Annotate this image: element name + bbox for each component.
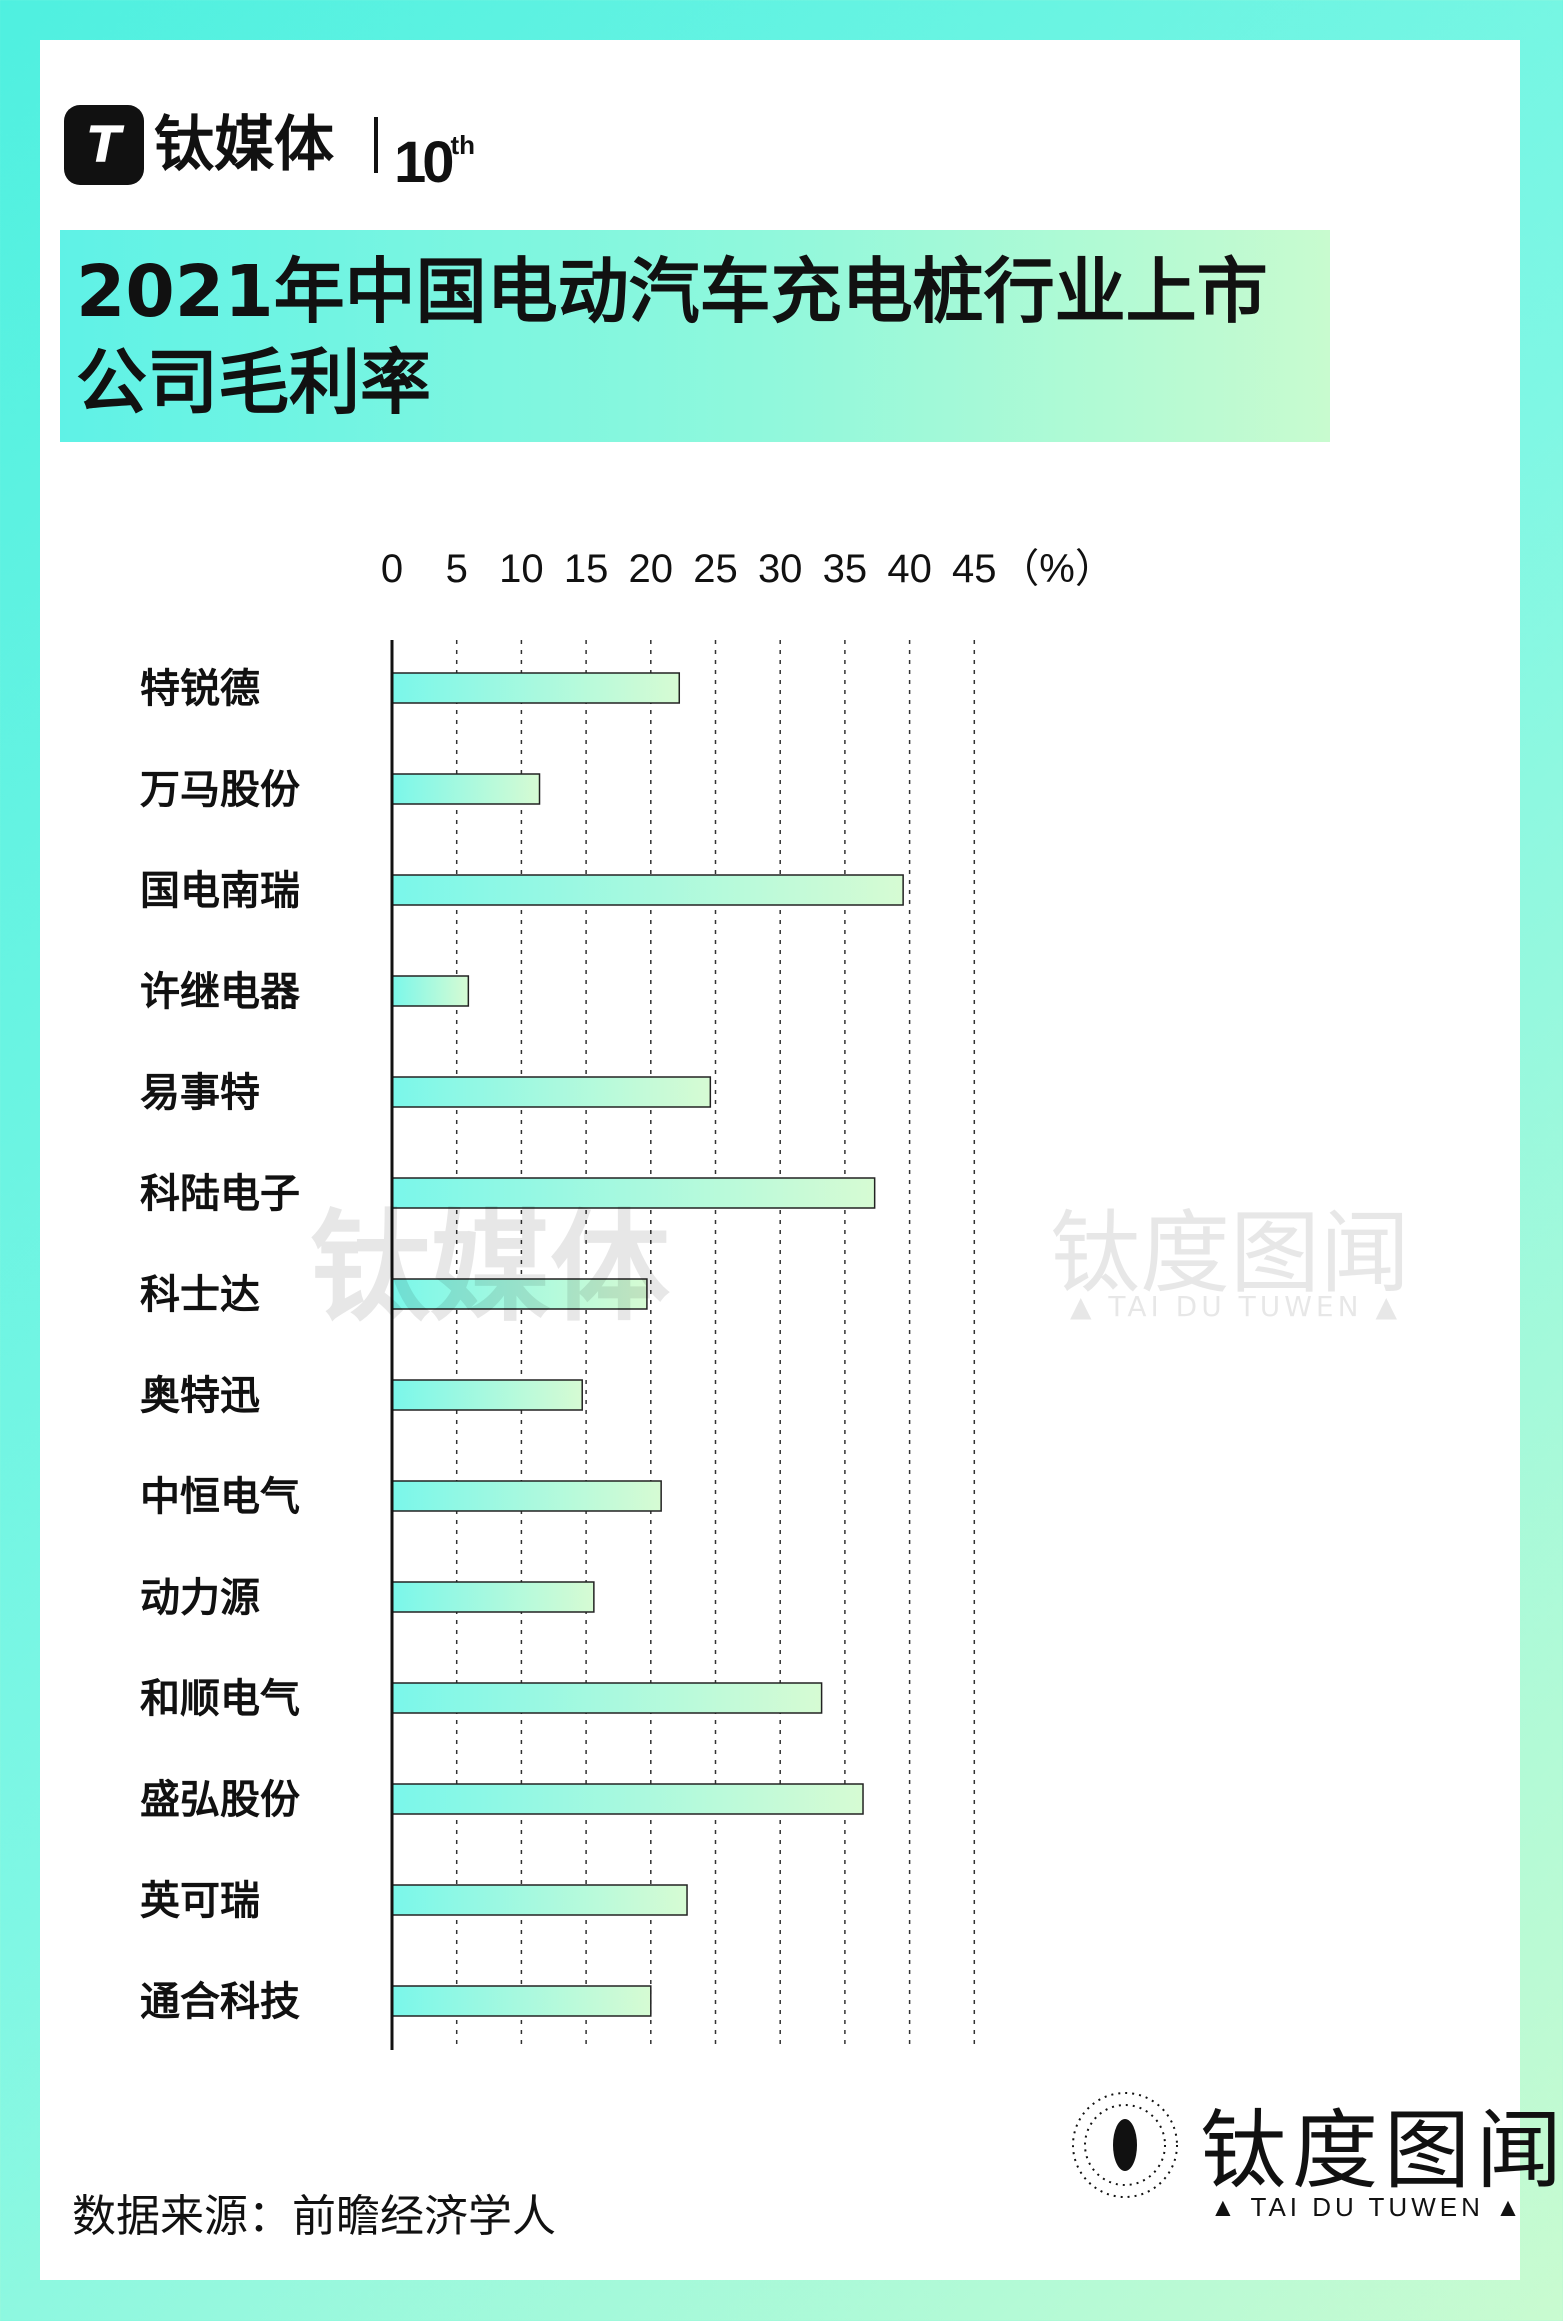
x-tick-label: 40 xyxy=(887,547,932,591)
category-label: 奥特迅 xyxy=(140,1373,260,1419)
brand-divider xyxy=(374,117,378,173)
footer-brand: 钛度图闻 ▲ TAI DU TUWEN ▲ xyxy=(1070,2070,1562,2250)
category-label: 盛弘股份 xyxy=(140,1777,300,1823)
poster-card: T 钛媒体 10th 2021年中国电动汽车充电桩行业上市公司毛利率 0 5 10 1… xyxy=(40,40,1562,2280)
x-tick-label: 45 xyxy=(952,547,997,591)
anniversary-suffix: th xyxy=(450,130,476,160)
bar xyxy=(391,1985,652,2017)
x-tick-label: 20 xyxy=(629,547,674,591)
category-label: 易事特 xyxy=(140,1070,260,1116)
footer-brand-name: 钛度图闻 xyxy=(1200,2101,1563,2201)
category-label: 中恒电气 xyxy=(140,1474,300,1520)
x-tick-label: 0 xyxy=(381,547,403,591)
anniversary-number: 10 xyxy=(394,130,454,195)
category-label: 特锐德 xyxy=(140,666,260,712)
category-label: 英可瑞 xyxy=(140,1878,260,1924)
x-tick-label: 15 xyxy=(564,547,609,591)
bar xyxy=(391,1278,648,1310)
category-label: 通合科技 xyxy=(140,1979,300,2025)
chart-title: 2021年中国电动汽车充电桩行业上市公司毛利率 xyxy=(76,250,1268,424)
x-tick-label: 25 xyxy=(693,547,738,591)
category-label: 动力源 xyxy=(140,1575,260,1621)
brand-anniversary: 10th xyxy=(394,105,476,195)
bar-chart: 0 5 10 15 20 25 30 35 40 45 （%） 特锐德万马股份国电南瑞许继电器易事特科… xyxy=(140,547,1115,2050)
bar xyxy=(391,874,904,906)
category-label: 科士达 xyxy=(140,1272,260,1318)
bar xyxy=(391,1884,688,1916)
category-label: 万马股份 xyxy=(140,767,300,813)
category-label: 科陆电子 xyxy=(140,1171,300,1217)
footer-brand-sub: ▲ TAI DU TUWEN ▲ xyxy=(1210,2192,1525,2222)
brand-mark-icon: T xyxy=(64,105,144,185)
category-label: 许继电器 xyxy=(140,969,301,1015)
x-tick-label: 30 xyxy=(758,547,803,591)
x-unit-label: （%） xyxy=(999,547,1115,591)
x-tick-label: 10 xyxy=(499,547,544,591)
bar xyxy=(391,773,541,805)
bar xyxy=(391,1581,595,1613)
bar xyxy=(391,1480,662,1512)
bar xyxy=(391,1379,583,1411)
eye-logo-icon xyxy=(1072,2092,1178,2198)
bar xyxy=(391,672,681,704)
data-source: 数据来源：前瞻经济学人 xyxy=(72,2191,556,2242)
category-label: 国电南瑞 xyxy=(140,868,300,914)
brand-name: 钛媒体 xyxy=(154,110,334,180)
category-label: 和顺电气 xyxy=(140,1676,300,1722)
bar xyxy=(391,1783,864,1815)
bar xyxy=(391,1682,823,1714)
title-banner: 2021年中国电动汽车充电桩行业上市公司毛利率 xyxy=(60,230,1330,442)
bar xyxy=(391,975,470,1007)
x-tick-label: 35 xyxy=(823,547,868,591)
x-tick-label: 5 xyxy=(446,547,468,591)
bar xyxy=(391,1076,712,1108)
bar xyxy=(391,1177,876,1209)
brand-logo: T 钛媒体 10th xyxy=(64,105,524,195)
